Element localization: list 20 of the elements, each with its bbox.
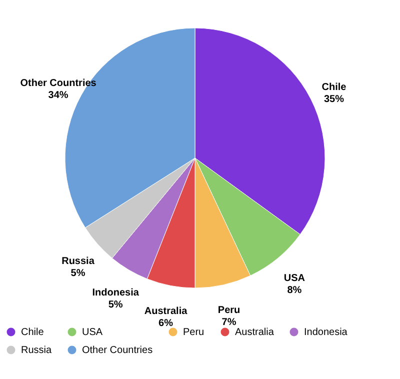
- slice-label: Chile: [322, 82, 347, 94]
- data-label: 35%: [324, 94, 344, 106]
- data-label: 34%: [48, 90, 68, 101]
- legend-label: Chile: [21, 327, 44, 338]
- legend-label: Peru: [183, 327, 204, 338]
- legend-label: Australia: [235, 327, 274, 338]
- slice-label: Indonesia: [92, 287, 140, 298]
- legend-label: USA: [82, 327, 103, 338]
- data-label: 6%: [158, 318, 174, 330]
- data-label: 8%: [287, 285, 302, 296]
- legend-label: Indonesia: [304, 327, 348, 338]
- slice-label: Peru: [218, 305, 240, 316]
- data-label: 7%: [222, 317, 236, 328]
- data-label: 5%: [108, 299, 123, 310]
- legend-label: Russia: [21, 345, 52, 356]
- legend-label: Other Countries: [82, 345, 153, 356]
- slice-label: Russia: [62, 256, 95, 268]
- slice-label: Australia: [144, 306, 188, 318]
- slice-label: USA: [284, 273, 305, 284]
- data-label: 5%: [70, 268, 86, 280]
